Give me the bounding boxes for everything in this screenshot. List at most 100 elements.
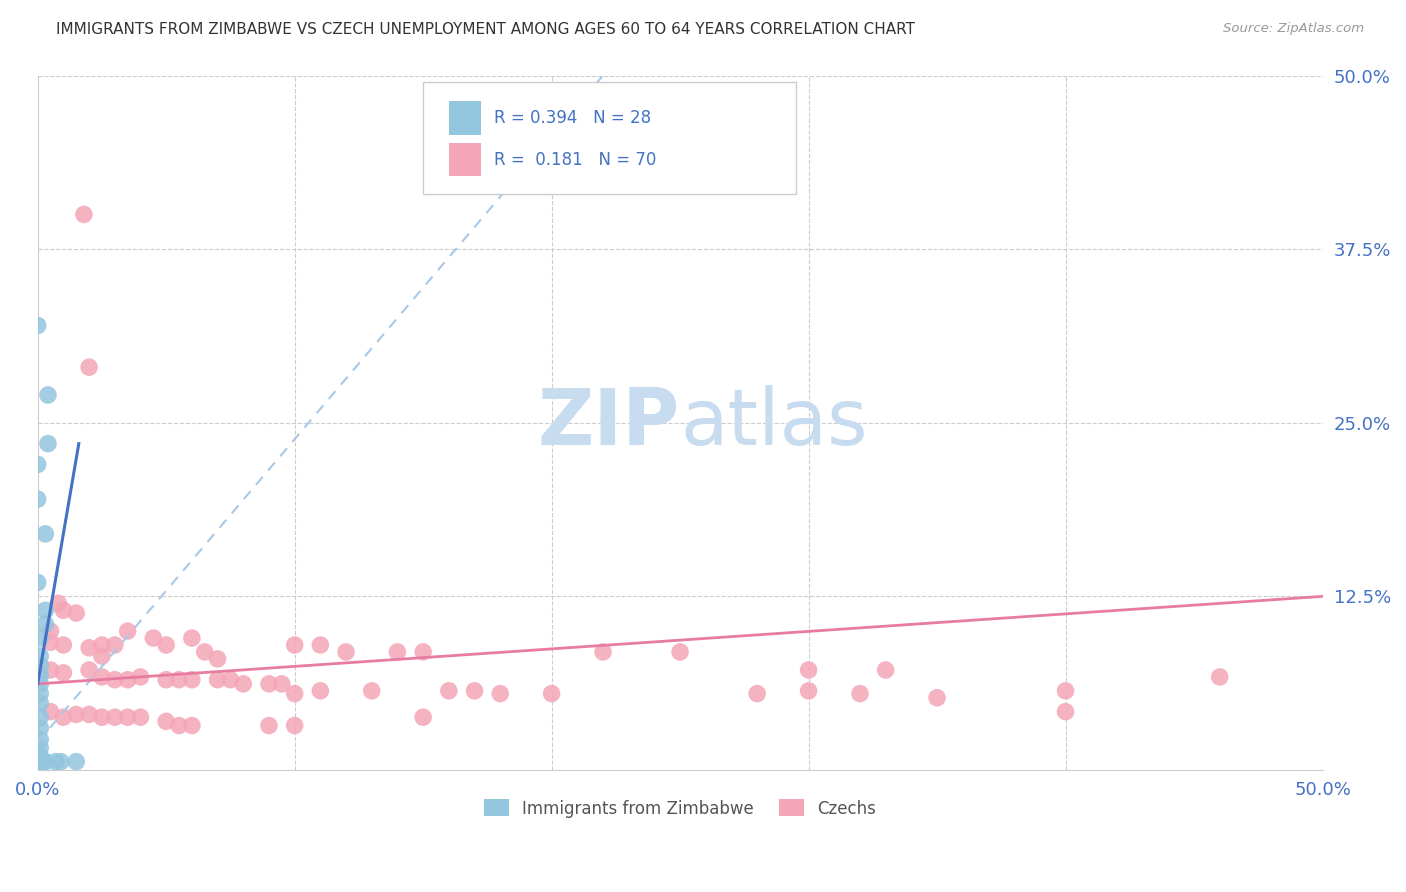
Point — [142, 631, 165, 645]
Legend: Immigrants from Zimbabwe, Czechs: Immigrants from Zimbabwe, Czechs — [477, 793, 883, 824]
Point — [284, 638, 307, 652]
Point — [65, 707, 87, 722]
Point — [34, 603, 56, 617]
Point — [104, 638, 127, 652]
Point — [77, 640, 100, 655]
Point — [49, 755, 72, 769]
Point — [30, 696, 52, 710]
Point — [30, 749, 52, 764]
Point — [232, 677, 254, 691]
Point — [797, 683, 820, 698]
Text: R = 0.394   N = 28: R = 0.394 N = 28 — [494, 109, 651, 127]
Point — [30, 668, 52, 682]
Point — [45, 755, 67, 769]
Point — [30, 687, 52, 701]
Point — [104, 673, 127, 687]
Point — [412, 710, 434, 724]
Point — [180, 631, 202, 645]
Point — [39, 635, 62, 649]
Point — [167, 673, 190, 687]
Point — [27, 458, 49, 472]
Point — [437, 683, 460, 698]
Point — [747, 687, 769, 701]
Point — [412, 645, 434, 659]
Point — [540, 687, 562, 701]
Point — [52, 603, 75, 617]
Point — [1209, 670, 1232, 684]
Point — [284, 687, 307, 701]
Text: Source: ZipAtlas.com: Source: ZipAtlas.com — [1223, 22, 1364, 36]
Text: atlas: atlas — [681, 384, 868, 461]
Point — [34, 527, 56, 541]
Point — [30, 710, 52, 724]
Point — [155, 638, 177, 652]
Point — [30, 677, 52, 691]
Point — [77, 707, 100, 722]
Point — [387, 645, 409, 659]
Point — [257, 718, 280, 732]
Point — [52, 665, 75, 680]
Point — [65, 755, 87, 769]
Point — [219, 673, 242, 687]
Point — [30, 753, 52, 767]
Point — [77, 360, 100, 375]
Point — [34, 755, 56, 769]
Point — [129, 670, 152, 684]
Point — [117, 624, 139, 639]
Point — [875, 663, 897, 677]
Point — [925, 690, 948, 705]
Point — [46, 596, 69, 610]
Point — [335, 645, 357, 659]
Point — [360, 683, 382, 698]
Point — [37, 388, 59, 402]
Point — [30, 732, 52, 747]
Bar — [449, 101, 481, 135]
Point — [30, 631, 52, 645]
Point — [30, 722, 52, 736]
Point — [207, 673, 229, 687]
Point — [1054, 683, 1077, 698]
Point — [37, 436, 59, 450]
FancyBboxPatch shape — [423, 82, 796, 194]
Point — [39, 663, 62, 677]
Point — [27, 492, 49, 507]
Point — [65, 606, 87, 620]
Point — [90, 670, 112, 684]
Point — [257, 677, 280, 691]
Point — [52, 710, 75, 724]
Text: IMMIGRANTS FROM ZIMBABWE VS CZECH UNEMPLOYMENT AMONG AGES 60 TO 64 YEARS CORRELA: IMMIGRANTS FROM ZIMBABWE VS CZECH UNEMPL… — [56, 22, 915, 37]
Point — [52, 638, 75, 652]
Point — [129, 710, 152, 724]
Point — [90, 649, 112, 664]
Point — [30, 740, 52, 755]
Point — [180, 673, 202, 687]
Point — [489, 687, 512, 701]
Point — [1054, 705, 1077, 719]
Point — [180, 718, 202, 732]
Point — [90, 638, 112, 652]
Point — [73, 207, 96, 221]
Point — [849, 687, 872, 701]
Point — [797, 663, 820, 677]
Point — [39, 624, 62, 639]
Point — [30, 658, 52, 673]
Point — [464, 683, 486, 698]
Point — [117, 710, 139, 724]
Point — [309, 683, 332, 698]
Point — [669, 645, 692, 659]
Point — [30, 755, 52, 769]
Point — [77, 663, 100, 677]
Point — [34, 617, 56, 632]
Point — [284, 718, 307, 732]
Text: R =  0.181   N = 70: R = 0.181 N = 70 — [494, 151, 657, 169]
Point — [31, 755, 53, 769]
Point — [194, 645, 217, 659]
Point — [27, 318, 49, 333]
Point — [270, 677, 292, 691]
Point — [104, 710, 127, 724]
Text: ZIP: ZIP — [538, 384, 681, 461]
Point — [90, 710, 112, 724]
Point — [39, 705, 62, 719]
Point — [309, 638, 332, 652]
Point — [207, 652, 229, 666]
